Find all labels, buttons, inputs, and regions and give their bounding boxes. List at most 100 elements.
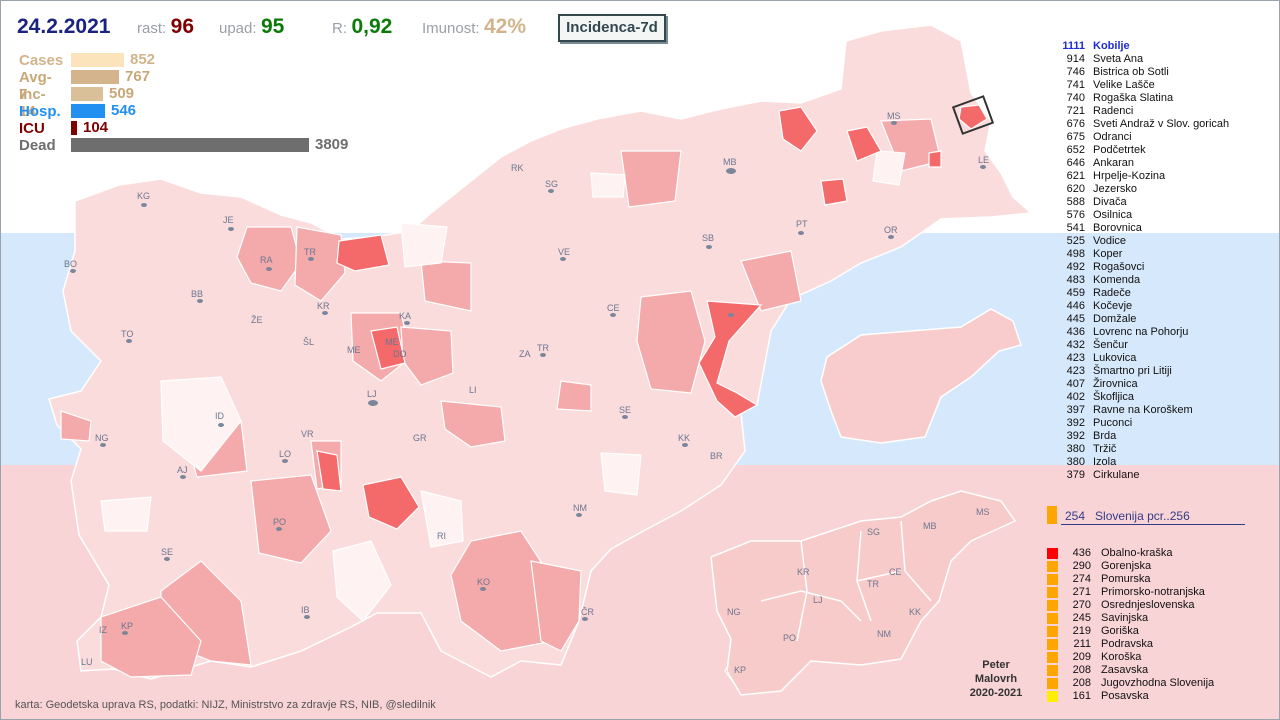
- municipality-incidence: 588: [1066, 196, 1085, 208]
- municipality-item: 392 Puconci: [1047, 417, 1229, 430]
- svg-text:MS: MS: [887, 111, 901, 121]
- municipality-name: Sveta Ana: [1093, 53, 1144, 65]
- municipality-name: Tržič: [1093, 443, 1117, 455]
- svg-text:TR: TR: [304, 247, 316, 257]
- municipality-item: 675 Odranci: [1047, 131, 1229, 144]
- author-years: 2020-2021: [969, 687, 1023, 699]
- svg-text:SE: SE: [161, 547, 173, 557]
- region-name: Posavska: [1101, 690, 1149, 702]
- region-item: 274 Pomurska: [1047, 573, 1214, 586]
- municipality-incidence: 379: [1066, 469, 1085, 481]
- svg-text:ŠL: ŠL: [303, 337, 314, 347]
- municipality-name: Rogašovci: [1093, 261, 1145, 273]
- svg-text:KP: KP: [734, 665, 746, 675]
- municipality-name: Kobilje: [1093, 40, 1130, 52]
- svg-text:GR: GR: [413, 433, 427, 443]
- municipality-name: Puconci: [1093, 417, 1133, 429]
- svg-text:NG: NG: [95, 433, 109, 443]
- municipality-incidence: 541: [1066, 222, 1085, 234]
- svg-text:ME: ME: [347, 345, 361, 355]
- municipality-name: Hrpelje-Kozina: [1093, 170, 1166, 182]
- svg-text:BB: BB: [191, 289, 203, 299]
- svg-text:IB: IB: [301, 605, 310, 615]
- author-credit: Peter Malovrh 2020-2021: [959, 658, 1033, 700]
- svg-text:LJ: LJ: [367, 389, 377, 399]
- municipality-name: Šmartno pri Litiji: [1093, 365, 1172, 377]
- municipality-name: Škofljica: [1093, 391, 1134, 403]
- author-first-name: Peter: [982, 659, 1010, 671]
- municipality-name: Radeče: [1093, 287, 1131, 299]
- stat-name: Avg-7: [19, 69, 52, 103]
- region-name: Obalno-kraška: [1101, 547, 1173, 559]
- incidence-7d-button[interactable]: Incidenca-7d: [558, 14, 666, 42]
- municipality-item: 492 Rogašovci: [1047, 261, 1229, 274]
- stat-bar: [71, 87, 103, 101]
- municipality-item: 652 Podčetrtek: [1047, 144, 1229, 157]
- stat-value: 3809: [315, 136, 349, 153]
- svg-text:TR: TR: [867, 579, 879, 589]
- author-last-name: Malovrh: [974, 673, 1018, 685]
- municipality-item: 721 Radenci: [1047, 105, 1229, 118]
- municipality-item: 407 Žirovnica: [1047, 378, 1229, 391]
- region-item: 271 Primorsko-notranjska: [1047, 586, 1214, 599]
- municipality-incidence: 740: [1066, 92, 1085, 104]
- svg-text:LJ: LJ: [813, 595, 823, 605]
- municipality-name: Žirovnica: [1093, 378, 1138, 390]
- region-incidence: 271: [1072, 586, 1091, 598]
- municipality-name: Ravne na Koroškem: [1093, 404, 1193, 416]
- municipality-name: Šenčur: [1093, 339, 1128, 351]
- municipality-incidence: 576: [1066, 209, 1085, 221]
- region-color-swatch: [1047, 574, 1058, 585]
- stat-value: 767: [125, 68, 151, 85]
- region-incidence: 274: [1072, 573, 1091, 585]
- municipality-incidence: 652: [1066, 144, 1085, 156]
- stat-bar: [71, 138, 309, 152]
- stat-name: Inc-14: [19, 86, 46, 120]
- municipality-incidence: 1111: [1062, 40, 1085, 52]
- svg-text:RA: RA: [260, 255, 273, 265]
- region-ranking-list: 436 Obalno-kraška 290 Gorenjska 274 Pomurska 2…: [1047, 547, 1214, 703]
- municipality-item: 740 Rogaška Slatina: [1047, 92, 1229, 105]
- regions-inset-map: [710, 490, 1017, 696]
- stat-name: Cases: [19, 52, 64, 69]
- region-item: 436 Obalno-kraška: [1047, 547, 1214, 560]
- svg-text:RK: RK: [511, 163, 524, 173]
- slovenia-total-value: 254: [1065, 509, 1086, 523]
- municipality-incidence: 407: [1066, 378, 1085, 390]
- svg-text:ME: ME: [385, 337, 399, 347]
- municipality-incidence: 446: [1066, 300, 1085, 312]
- svg-text:VR: VR: [301, 429, 314, 439]
- region-name: Primorsko-notranjska: [1101, 586, 1205, 598]
- municipality-item: 498 Koper: [1047, 248, 1229, 261]
- svg-text:OR: OR: [884, 225, 898, 235]
- svg-text:PT: PT: [796, 219, 808, 229]
- municipality-name: Domžale: [1093, 313, 1137, 325]
- region-color-swatch: [1047, 626, 1058, 637]
- svg-text:TO: TO: [121, 329, 133, 339]
- svg-text:KO: KO: [477, 577, 490, 587]
- svg-text:RI: RI: [437, 531, 446, 541]
- slovenia-total-underline: [1061, 524, 1245, 525]
- region-color-swatch: [1047, 587, 1058, 598]
- r-label: R:: [332, 20, 347, 37]
- svg-text:PO: PO: [783, 633, 796, 643]
- region-incidence: 219: [1072, 625, 1091, 637]
- decline-value: 95: [261, 15, 285, 38]
- municipality-item: 423 Lukovica: [1047, 352, 1229, 365]
- municipality-item: 646 Ankaran: [1047, 157, 1229, 170]
- municipality-item: 741 Velike Lašče: [1047, 79, 1229, 92]
- region-name: Zasavska: [1101, 664, 1149, 676]
- svg-text:CE: CE: [607, 303, 620, 313]
- municipality-item: 621 Hrpelje-Kozina: [1047, 170, 1229, 183]
- svg-text:KA: KA: [399, 311, 411, 321]
- svg-text:KG: KG: [137, 191, 150, 201]
- region-incidence: 290: [1072, 560, 1091, 572]
- svg-text:LU: LU: [81, 657, 93, 667]
- svg-text:SE: SE: [619, 405, 631, 415]
- municipality-name: Komenda: [1093, 274, 1141, 286]
- municipality-name: Podčetrtek: [1093, 144, 1146, 156]
- region-item: 219 Goriška: [1047, 625, 1214, 638]
- data-source-credit: karta: Geodetska uprava RS, podatki: NIJ…: [15, 699, 436, 711]
- svg-text:KK: KK: [909, 607, 921, 617]
